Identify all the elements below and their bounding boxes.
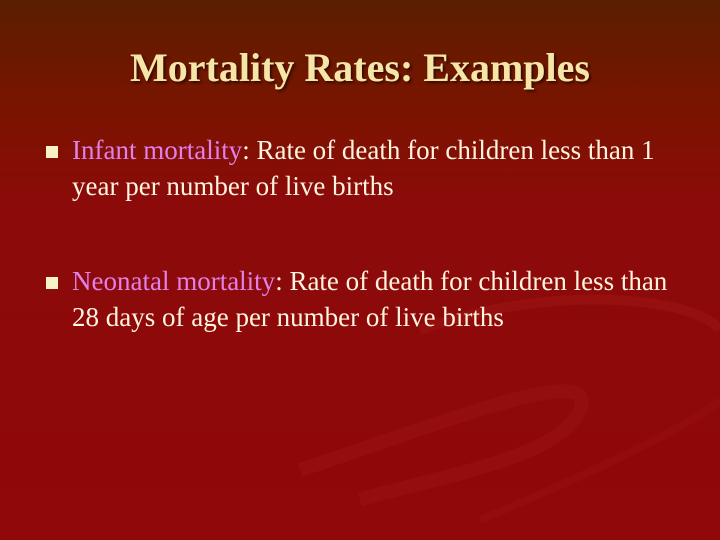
bullet-item-infant-mortality: Infant mortality: Rate of death for chil… [46, 132, 672, 204]
definition-text: : Rate of death for children less than 1… [72, 135, 655, 201]
bullet-item-neonatal-mortality: Neonatal mortality: Rate of death for ch… [46, 263, 672, 335]
definition-text: : Rate of death for children less than 2… [72, 266, 668, 332]
slide-title: Mortality Rates: Examples [130, 45, 590, 90]
term-highlight: Neonatal mortality [72, 266, 276, 296]
square-bullet-icon [46, 277, 58, 289]
term-highlight: Infant mortality [72, 135, 243, 165]
square-bullet-icon [46, 146, 58, 158]
